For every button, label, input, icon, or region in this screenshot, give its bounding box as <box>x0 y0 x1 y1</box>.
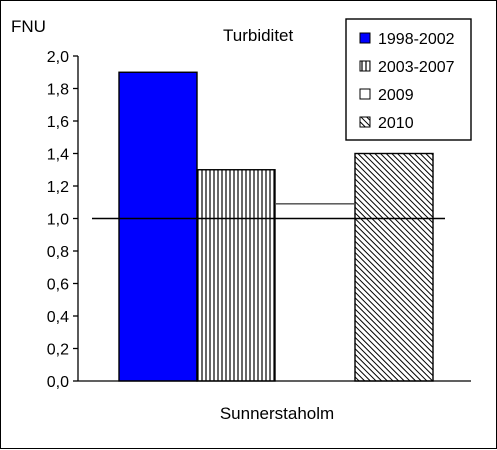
y-tick-label: 0,6 <box>47 277 69 294</box>
y-tick-label: 1,2 <box>47 179 69 196</box>
chart-title: Turbiditet <box>223 26 294 45</box>
bar-2003-2007 <box>196 169 276 382</box>
y-axis: 0,0 0,2 0,4 0,6 0,8 1,0 1,2 1,4 1,6 1,8 2,0 <box>47 49 79 391</box>
bar-1998-2002 <box>118 71 198 382</box>
legend-label: 2010 <box>378 115 414 132</box>
legend-label: 1998-2002 <box>378 31 455 48</box>
y-tick-label: 2,0 <box>47 49 69 66</box>
legend-swatch <box>359 60 371 72</box>
bar-2009 <box>276 203 354 381</box>
legend-swatch <box>359 116 371 128</box>
legend-swatch <box>359 88 371 100</box>
y-tick-label: 0,0 <box>47 374 69 391</box>
y-tick-label: 1,4 <box>47 147 69 164</box>
y-tick-label: 0,4 <box>47 309 69 326</box>
legend-label: 2009 <box>378 87 414 104</box>
legend-label: 2003-2007 <box>378 59 455 76</box>
y-tick-label: 1,8 <box>47 82 69 99</box>
x-axis: Sunnerstaholm <box>78 380 471 423</box>
y-tick-label: 0,2 <box>47 342 69 359</box>
legend: 1998-2002 2003-2007 2009 2010 <box>345 18 472 141</box>
y-tick-label: 1,6 <box>47 114 69 131</box>
x-category-label: Sunnerstaholm <box>220 404 334 423</box>
legend-swatch <box>359 32 371 44</box>
y-tick-label: 0,8 <box>47 244 69 261</box>
y-tick-label: 1,0 <box>47 212 69 229</box>
bar-2010 <box>354 152 434 382</box>
y-axis-label: FNU <box>11 17 46 36</box>
bars <box>118 71 434 382</box>
